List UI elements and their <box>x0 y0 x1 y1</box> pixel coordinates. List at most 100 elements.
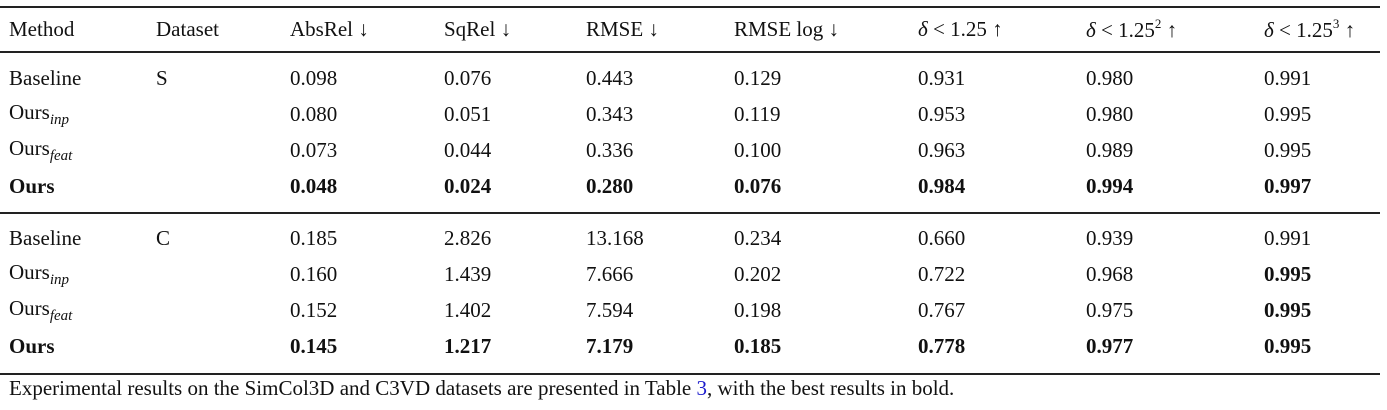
metric-cell: 0.995 <box>1264 262 1312 286</box>
column-header-label: δ < 1.25 <box>1264 18 1333 42</box>
table-row: Oursinp 0.160 1.439 7.666 0.202 0.722 0.968 0.9… <box>0 257 1380 293</box>
metric-cell: 0.343 <box>586 101 634 126</box>
column-header-arrow: ↑ <box>1339 18 1356 42</box>
table-row: Baseline C 0.185 2.826 13.168 0.234 0.660 0.939… <box>0 221 1380 257</box>
table-row: Ours 0.048 0.024 0.280 0.076 0.984 0.994 0.997 <box>0 168 1380 204</box>
method-cell: Ours <box>9 334 55 358</box>
metric-cell: 0.660 <box>918 226 966 250</box>
metric-cell: 2.826 <box>444 226 492 250</box>
method-subscript: feat <box>49 147 73 164</box>
group-rule <box>0 212 1380 214</box>
metric-cell: 0.145 <box>290 334 338 358</box>
metric-cell: 0.076 <box>444 65 492 90</box>
method-cell: Oursfeat <box>9 135 73 164</box>
column-header-label: δ < 1.25 <box>1086 18 1155 42</box>
metric-cell: 0.234 <box>734 226 782 250</box>
table-reference-link[interactable]: 3 <box>696 376 707 400</box>
column-header-label: δ < 1.25 ↑ <box>918 17 1003 41</box>
metric-cell: 0.198 <box>734 298 782 322</box>
metric-cell: 7.594 <box>586 298 634 322</box>
metric-cell: 0.968 <box>1086 262 1134 286</box>
metric-cell: 0.931 <box>918 65 966 90</box>
table-row: Oursfeat 0.073 0.044 0.336 0.100 0.963 0.989 0.… <box>0 132 1380 168</box>
metric-cell: 1.402 <box>444 298 492 322</box>
results-table: Method Dataset AbsRel ↓ SqRel ↓ RMSE ↓ RMSE l… <box>0 6 1380 375</box>
metric-cell: 0.336 <box>586 137 634 162</box>
dataset-cell: S <box>156 65 168 90</box>
metric-cell: 0.129 <box>734 65 782 90</box>
dataset-cell: C <box>156 226 171 250</box>
column-header: AbsRel ↓ <box>290 17 369 42</box>
metric-cell: 0.980 <box>1086 65 1134 90</box>
table-row: Oursinp 0.080 0.051 0.343 0.119 0.953 0.980 0.9… <box>0 96 1380 132</box>
metric-cell: 0.185 <box>290 226 338 250</box>
method-cell: Oursinp <box>9 99 70 128</box>
table-caption: Experimental results on the SimCol3D and… <box>9 376 954 401</box>
method-subscript: feat <box>49 308 73 324</box>
column-header: Dataset <box>156 17 219 42</box>
metric-cell: 0.995 <box>1264 137 1312 162</box>
metric-cell: 0.778 <box>918 334 966 358</box>
column-header: δ < 1.25 ↑ <box>918 17 1003 42</box>
metric-cell: 0.044 <box>444 137 492 162</box>
metric-cell: 0.100 <box>734 137 782 162</box>
method-subscript: inp <box>49 111 70 128</box>
metric-cell: 0.185 <box>734 334 782 358</box>
column-header: RMSE ↓ <box>586 17 659 42</box>
table-row: Baseline S 0.098 0.076 0.443 0.129 0.931 0.980 0… <box>0 60 1380 96</box>
metric-cell: 0.160 <box>290 262 338 286</box>
metric-cell: 0.073 <box>290 137 338 162</box>
metric-cell: 0.280 <box>586 173 634 198</box>
metric-cell: 0.995 <box>1264 334 1312 358</box>
metric-cell: 0.051 <box>444 101 492 126</box>
method-cell: Baseline <box>9 226 82 250</box>
metric-cell: 0.997 <box>1264 173 1312 198</box>
table-group-s: Baseline S 0.098 0.076 0.443 0.129 0.931 0.980 0… <box>0 53 1380 212</box>
table-header: Method Dataset AbsRel ↓ SqRel ↓ RMSE ↓ RMSE l… <box>0 8 1380 51</box>
metric-cell: 0.119 <box>734 101 781 126</box>
metric-cell: 1.439 <box>444 262 492 286</box>
column-header-exponent: 3 <box>1332 16 1340 31</box>
method-cell: Baseline <box>9 65 82 90</box>
header-rule <box>0 51 1380 53</box>
metric-cell: 0.963 <box>918 137 966 162</box>
column-header: Method <box>9 17 74 42</box>
method-cell: Oursinp <box>9 260 70 288</box>
metric-cell: 0.024 <box>444 173 492 198</box>
column-header-label: RMSE log ↓ <box>734 17 840 41</box>
metric-cell: 7.666 <box>586 262 634 286</box>
bottom-rule <box>0 372 1380 375</box>
metric-cell: 0.984 <box>918 173 966 198</box>
column-header: δ < 1.252 ↑ <box>1086 16 1177 43</box>
column-header-label: Method <box>9 17 75 41</box>
column-header-label: RMSE ↓ <box>586 17 659 41</box>
table-row: Oursfeat 0.152 1.402 7.594 0.198 0.767 0.975 0.… <box>0 293 1380 329</box>
metric-cell: 0.722 <box>918 262 966 286</box>
metric-cell: 0.991 <box>1264 65 1312 90</box>
column-header-exponent: 2 <box>1154 16 1162 31</box>
metric-cell: 0.975 <box>1086 298 1134 322</box>
table-group-c: Baseline C 0.185 2.826 13.168 0.234 0.660 0.939… <box>0 214 1380 373</box>
metric-cell: 0.098 <box>290 65 338 90</box>
method-cell: Oursfeat <box>9 296 73 324</box>
column-header-label: AbsRel ↓ <box>290 17 369 41</box>
column-header-label: SqRel ↓ <box>444 17 512 41</box>
metric-cell: 13.168 <box>586 226 644 250</box>
metric-cell: 0.989 <box>1086 137 1134 162</box>
metric-cell: 0.980 <box>1086 101 1134 126</box>
metric-cell: 0.994 <box>1086 173 1134 198</box>
column-header: δ < 1.253 ↑ <box>1264 16 1355 43</box>
metric-cell: 0.152 <box>290 298 338 322</box>
metric-cell: 0.977 <box>1086 334 1134 358</box>
metric-cell: 0.202 <box>734 262 782 286</box>
caption-text-before: Experimental results on the SimCol3D and… <box>9 376 697 400</box>
column-header-label: Dataset <box>156 17 219 41</box>
caption-text-after: , with the best results in bold. <box>706 376 955 400</box>
column-header-arrow: ↑ <box>1161 18 1178 42</box>
column-header: RMSE log ↓ <box>734 17 839 42</box>
metric-cell: 0.953 <box>918 101 966 126</box>
table-row: Ours 0.145 1.217 7.179 0.185 0.778 0.977 0.995 <box>0 329 1380 365</box>
metric-cell: 0.080 <box>290 101 338 126</box>
metric-cell: 0.995 <box>1264 298 1312 322</box>
metric-cell: 0.995 <box>1264 101 1312 126</box>
